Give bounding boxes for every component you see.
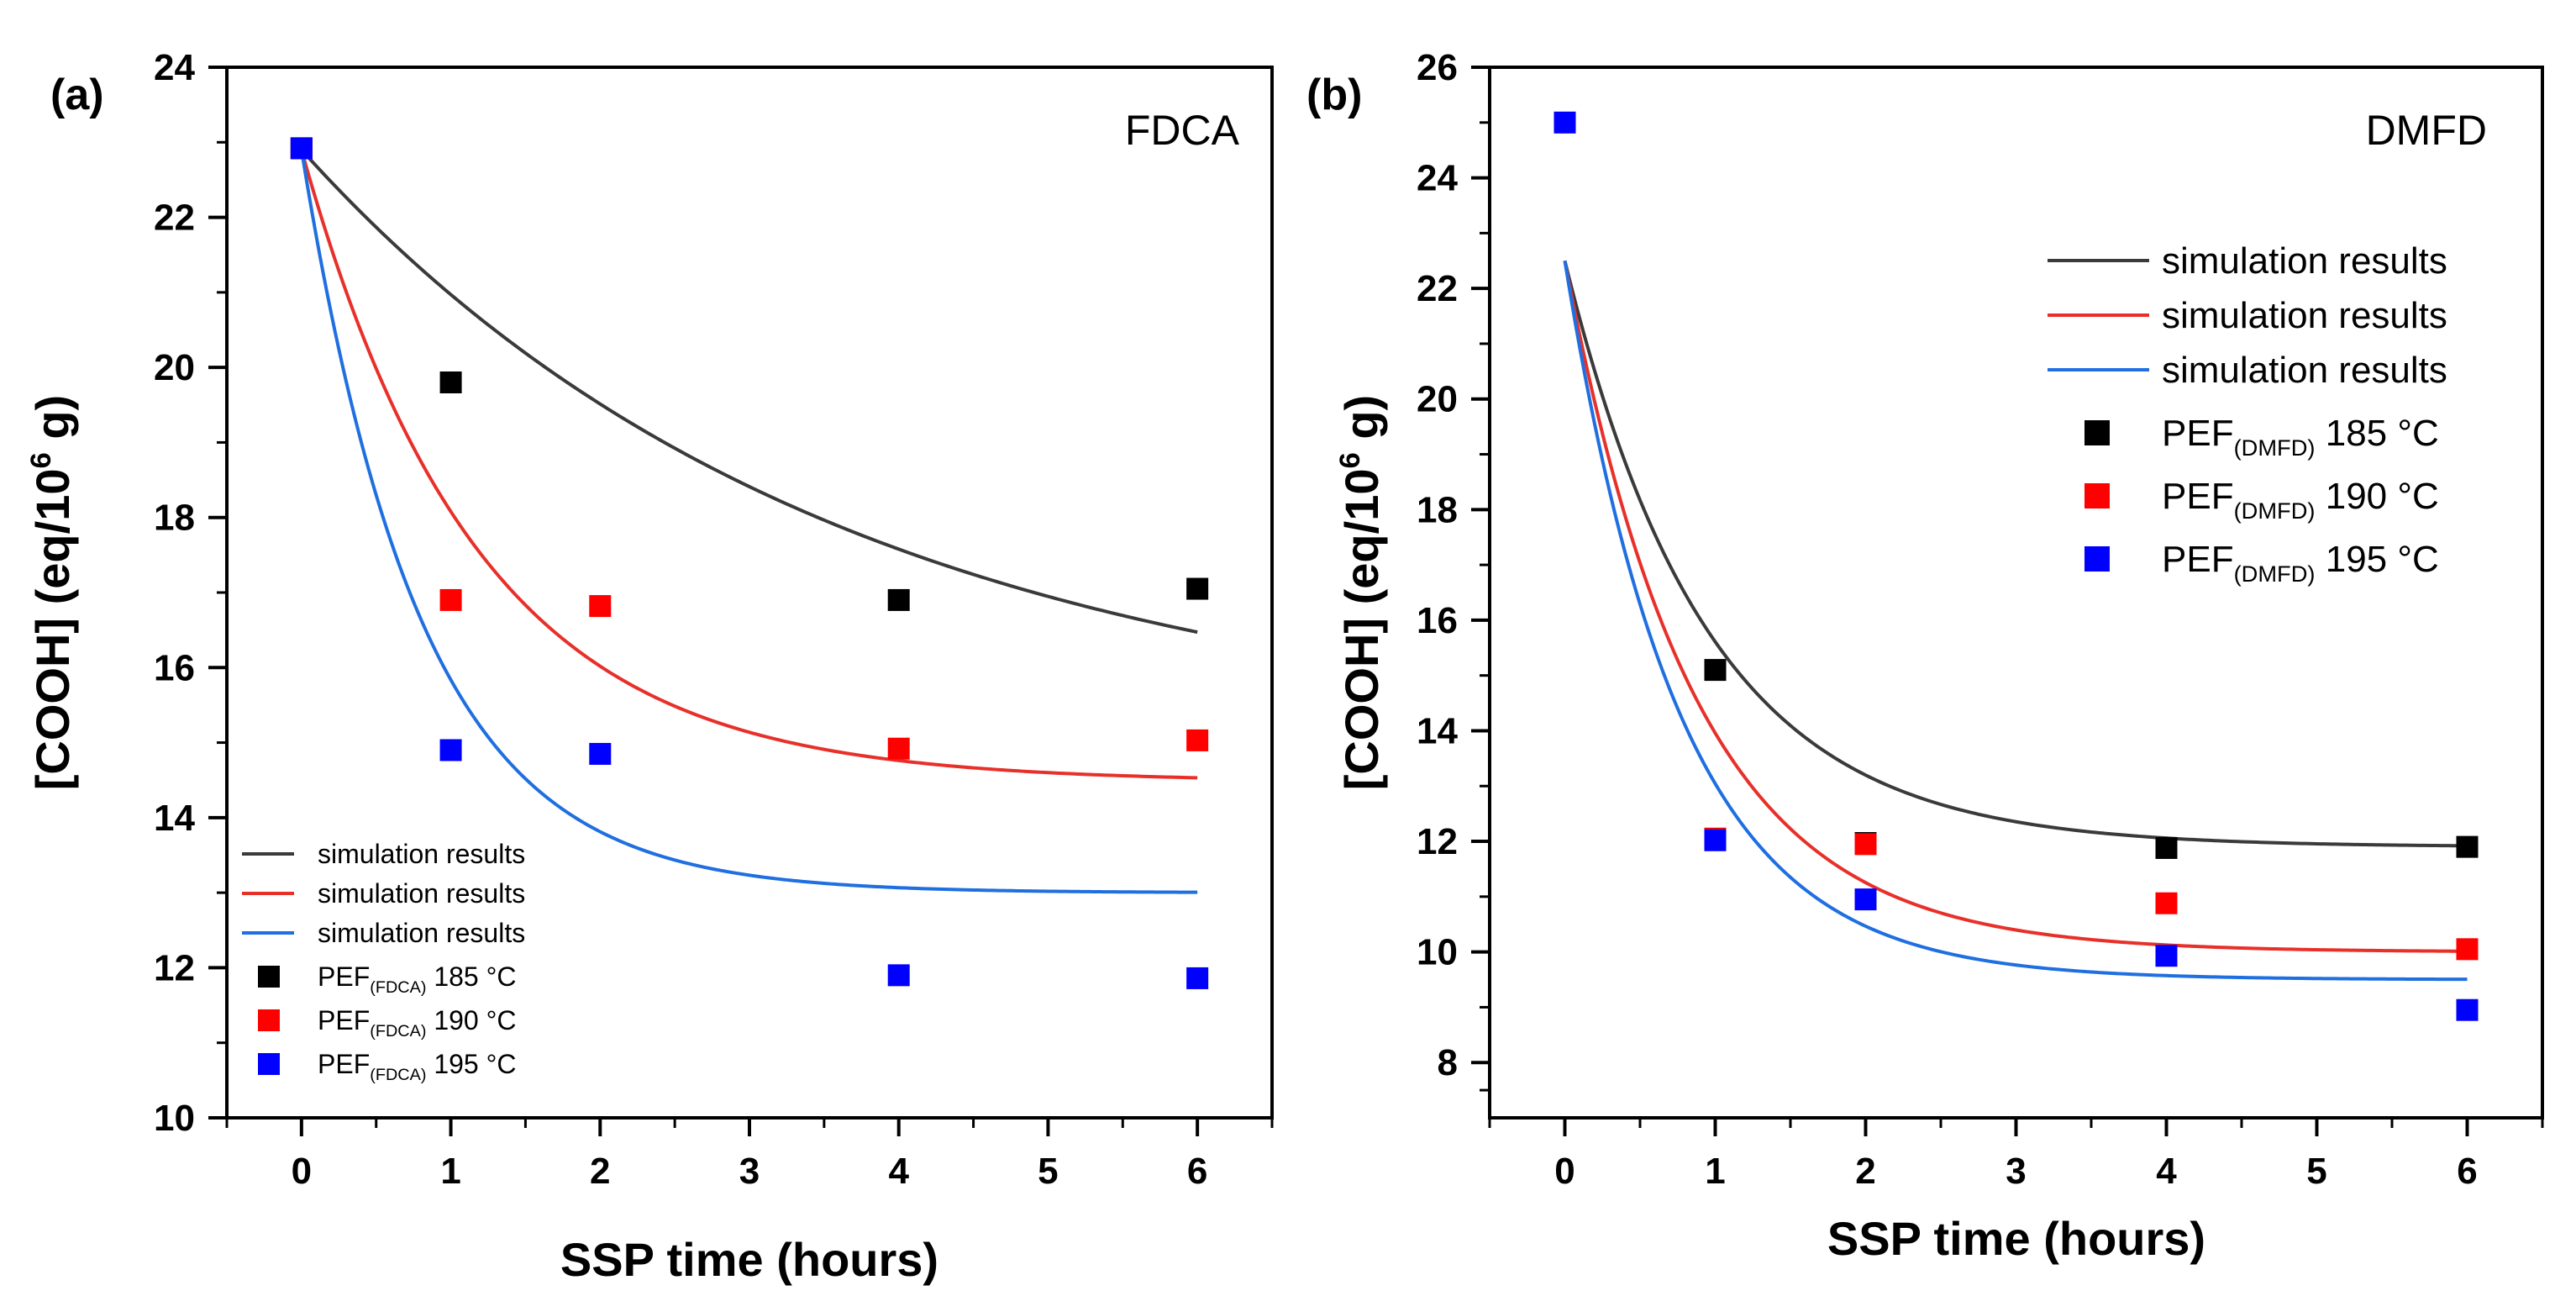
data-point bbox=[1704, 659, 1727, 682]
legend-label: simulation results bbox=[318, 918, 525, 948]
legend-label: PEF(DMFD) 195 °C bbox=[2162, 539, 2439, 587]
legend-marker-swatch bbox=[258, 1053, 280, 1075]
x-axis-title: SSP time (hours) bbox=[1827, 1212, 2205, 1265]
x-tick-label: 2 bbox=[1855, 1151, 1875, 1192]
y-tick-label: 14 bbox=[1417, 710, 1458, 751]
panel-label: (b) bbox=[1306, 71, 1362, 119]
series-1 bbox=[1704, 659, 2479, 859]
data-point bbox=[589, 742, 612, 765]
data-point bbox=[439, 371, 462, 393]
y-tick-label: 20 bbox=[1417, 379, 1458, 420]
legend-label: PEF(FDCA) 190 °C bbox=[318, 1005, 517, 1040]
y-tick-label: 12 bbox=[154, 947, 195, 988]
y-axis-title: [COOH] (eq/106 g) bbox=[1334, 395, 1388, 790]
x-tick-label: 2 bbox=[590, 1151, 610, 1192]
data-point bbox=[2456, 938, 2479, 961]
x-tick-label: 5 bbox=[2306, 1151, 2326, 1192]
legend-label: PEF(FDCA) 195 °C bbox=[318, 1049, 517, 1084]
y-tick-label: 12 bbox=[1417, 821, 1458, 862]
data-point bbox=[439, 739, 462, 761]
panel-label: (a) bbox=[50, 71, 104, 119]
chart-title: DMFD bbox=[2366, 107, 2487, 154]
data-point bbox=[439, 588, 462, 611]
data-point bbox=[887, 737, 910, 760]
series-3 bbox=[290, 137, 1209, 989]
x-tick-label: 3 bbox=[2006, 1151, 2026, 1192]
data-point bbox=[1186, 729, 1209, 751]
y-tick-label: 8 bbox=[1438, 1042, 1458, 1083]
data-point bbox=[887, 964, 910, 987]
data-point bbox=[589, 595, 612, 618]
y-axis-title: [COOH] (eq/106 g) bbox=[25, 395, 79, 790]
legend-marker-swatch bbox=[258, 966, 280, 988]
data-point bbox=[1186, 577, 1209, 600]
series-1 bbox=[290, 137, 1209, 611]
legend-label: simulation results bbox=[2162, 240, 2447, 282]
y-tick-label: 14 bbox=[154, 798, 195, 839]
y-tick-label: 24 bbox=[154, 47, 195, 88]
y-tick-label: 10 bbox=[154, 1098, 195, 1139]
x-tick-label: 5 bbox=[1038, 1151, 1058, 1192]
legend-label: simulation results bbox=[2162, 350, 2447, 391]
y-tick-label: 20 bbox=[154, 347, 195, 388]
x-tick-label: 0 bbox=[1554, 1151, 1575, 1192]
legend-marker-swatch bbox=[2084, 420, 2110, 445]
data-point bbox=[2155, 945, 2178, 967]
simulation-line-2 bbox=[1563, 260, 2468, 953]
data-point bbox=[2155, 892, 2178, 914]
simulation-line-3 bbox=[299, 149, 1198, 894]
data-point bbox=[1553, 111, 1576, 134]
y-tick-label: 24 bbox=[1417, 158, 1458, 199]
legend-label: simulation results bbox=[318, 839, 525, 869]
y-tick-label: 10 bbox=[1417, 932, 1458, 973]
y-tick-label: 16 bbox=[154, 647, 195, 688]
legend-label: PEF(FDCA) 185 °C bbox=[318, 961, 517, 997]
y-tick-label: 22 bbox=[1417, 268, 1458, 309]
series-3 bbox=[1553, 111, 2479, 1021]
legend-marker-swatch bbox=[2084, 483, 2110, 508]
legend: simulation results simulation results simu… bbox=[242, 839, 525, 1084]
legend-label: simulation results bbox=[2162, 295, 2447, 336]
x-tick-label: 4 bbox=[888, 1151, 909, 1192]
plot-frame bbox=[1488, 66, 2544, 1120]
y-tick-label: 18 bbox=[1417, 489, 1458, 530]
series-2 bbox=[290, 137, 1209, 760]
y-tick-label: 16 bbox=[1417, 600, 1458, 641]
y-tick-label: 22 bbox=[154, 198, 195, 239]
data-point bbox=[2155, 836, 2178, 859]
data-point bbox=[2456, 835, 2479, 858]
chart-title: FDCA bbox=[1125, 107, 1240, 154]
data-point bbox=[1704, 829, 1727, 851]
y-tick-label: 26 bbox=[1417, 47, 1458, 88]
data-point bbox=[1186, 967, 1209, 989]
x-tick-label: 4 bbox=[2156, 1151, 2177, 1192]
simulation-line-1 bbox=[300, 148, 1198, 635]
data-point bbox=[1854, 833, 1877, 856]
x-tick-label: 0 bbox=[292, 1151, 312, 1192]
plot-frame bbox=[225, 66, 1274, 1120]
data-point bbox=[1854, 888, 1877, 911]
x-tick-label: 1 bbox=[440, 1151, 460, 1192]
x-tick-label: 3 bbox=[739, 1151, 760, 1192]
x-tick-label: 6 bbox=[1187, 1151, 1207, 1192]
legend-label: simulation results bbox=[318, 878, 525, 909]
simulation-line-3 bbox=[1563, 260, 2468, 982]
x-axis-title: SSP time (hours) bbox=[560, 1233, 938, 1286]
data-point bbox=[887, 588, 910, 611]
legend: simulation results simulation results simu… bbox=[2048, 240, 2447, 587]
simulation-line-1 bbox=[1563, 260, 2468, 848]
data-point bbox=[2456, 998, 2479, 1021]
simulation-line-2 bbox=[299, 149, 1198, 780]
x-tick-label: 1 bbox=[1705, 1151, 1725, 1192]
data-point bbox=[290, 137, 313, 160]
legend-marker-swatch bbox=[2084, 546, 2110, 572]
legend-label: PEF(DMFD) 185 °C bbox=[2162, 413, 2439, 461]
y-tick-label: 18 bbox=[154, 498, 195, 539]
x-tick-label: 6 bbox=[2457, 1151, 2477, 1192]
legend-marker-swatch bbox=[258, 1009, 280, 1031]
legend-label: PEF(DMFD) 190 °C bbox=[2162, 476, 2439, 524]
